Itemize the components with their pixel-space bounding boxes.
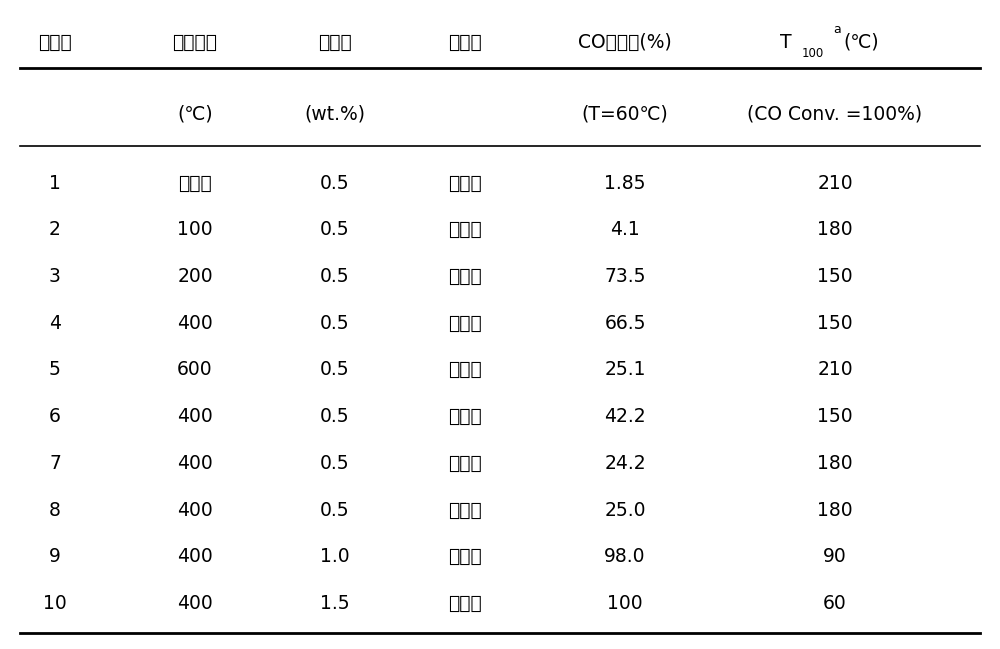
Text: 400: 400 xyxy=(177,454,213,473)
Text: 73.5: 73.5 xyxy=(604,267,646,286)
Text: 侧柏叶: 侧柏叶 xyxy=(448,547,482,567)
Text: 0.5: 0.5 xyxy=(320,173,350,193)
Text: 0.5: 0.5 xyxy=(320,454,350,473)
Text: 180: 180 xyxy=(817,500,853,520)
Text: 0.5: 0.5 xyxy=(320,313,350,333)
Text: 400: 400 xyxy=(177,500,213,520)
Text: 60: 60 xyxy=(823,594,847,613)
Text: 负载量: 负载量 xyxy=(318,32,352,52)
Text: 6: 6 xyxy=(49,407,61,426)
Text: 400: 400 xyxy=(177,313,213,333)
Text: 9: 9 xyxy=(49,547,61,567)
Text: 4: 4 xyxy=(49,313,61,333)
Text: 100: 100 xyxy=(607,594,643,613)
Text: 8: 8 xyxy=(49,500,61,520)
Text: 生物质: 生物质 xyxy=(448,32,482,52)
Text: 7: 7 xyxy=(49,454,61,473)
Text: 5: 5 xyxy=(49,360,61,380)
Text: 210: 210 xyxy=(817,360,853,380)
Text: 600: 600 xyxy=(177,360,213,380)
Text: 侧柏叶: 侧柏叶 xyxy=(448,267,482,286)
Text: 10: 10 xyxy=(43,594,67,613)
Text: 0.5: 0.5 xyxy=(320,220,350,239)
Text: a: a xyxy=(833,23,841,36)
Text: 25.0: 25.0 xyxy=(604,500,646,520)
Text: 24.2: 24.2 xyxy=(604,454,646,473)
Text: 侧柏叶: 侧柏叶 xyxy=(448,220,482,239)
Text: 180: 180 xyxy=(817,220,853,239)
Text: 180: 180 xyxy=(817,454,853,473)
Text: (wt.%): (wt.%) xyxy=(304,104,366,123)
Text: 200: 200 xyxy=(177,267,213,286)
Text: 0.5: 0.5 xyxy=(320,500,350,520)
Text: 龙眼叶: 龙眼叶 xyxy=(448,500,482,520)
Text: CO转化率(%): CO转化率(%) xyxy=(578,32,672,52)
Text: 实施例: 实施例 xyxy=(38,32,72,52)
Text: 210: 210 xyxy=(817,173,853,193)
Text: 3: 3 xyxy=(49,267,61,286)
Text: 1.5: 1.5 xyxy=(320,594,350,613)
Text: 0.5: 0.5 xyxy=(320,360,350,380)
Text: 25.1: 25.1 xyxy=(604,360,646,380)
Text: 4.1: 4.1 xyxy=(610,220,640,239)
Text: 紫荆叶: 紫荆叶 xyxy=(448,454,482,473)
Text: 2: 2 xyxy=(49,220,61,239)
Text: 0.5: 0.5 xyxy=(320,407,350,426)
Text: 150: 150 xyxy=(817,313,853,333)
Text: 42.2: 42.2 xyxy=(604,407,646,426)
Text: 石栗叶: 石栗叶 xyxy=(448,407,482,426)
Text: 侧柏叶: 侧柏叶 xyxy=(448,594,482,613)
Text: 98.0: 98.0 xyxy=(604,547,646,567)
Text: 侧柏叶: 侧柏叶 xyxy=(448,173,482,193)
Text: 400: 400 xyxy=(177,547,213,567)
Text: 150: 150 xyxy=(817,267,853,286)
Text: 150: 150 xyxy=(817,407,853,426)
Text: 66.5: 66.5 xyxy=(604,313,646,333)
Text: 1.85: 1.85 xyxy=(604,173,646,193)
Text: 0.5: 0.5 xyxy=(320,267,350,286)
Text: 未焙烧: 未焙烧 xyxy=(178,173,212,193)
Text: T: T xyxy=(780,32,792,52)
Text: 1.0: 1.0 xyxy=(320,547,350,567)
Text: 侧柏叶: 侧柏叶 xyxy=(448,313,482,333)
Text: 100: 100 xyxy=(802,47,824,60)
Text: 400: 400 xyxy=(177,407,213,426)
Text: (T=60℃): (T=60℃) xyxy=(582,104,668,123)
Text: 侧柏叶: 侧柏叶 xyxy=(448,360,482,380)
Text: 90: 90 xyxy=(823,547,847,567)
Text: 400: 400 xyxy=(177,594,213,613)
Text: 焙烧温度: 焙烧温度 xyxy=(173,32,218,52)
Text: 100: 100 xyxy=(177,220,213,239)
Text: 1: 1 xyxy=(49,173,61,193)
Text: (℃): (℃) xyxy=(177,104,213,123)
Text: (CO Conv. =100%): (CO Conv. =100%) xyxy=(747,104,923,123)
Text: (℃): (℃) xyxy=(843,32,879,52)
